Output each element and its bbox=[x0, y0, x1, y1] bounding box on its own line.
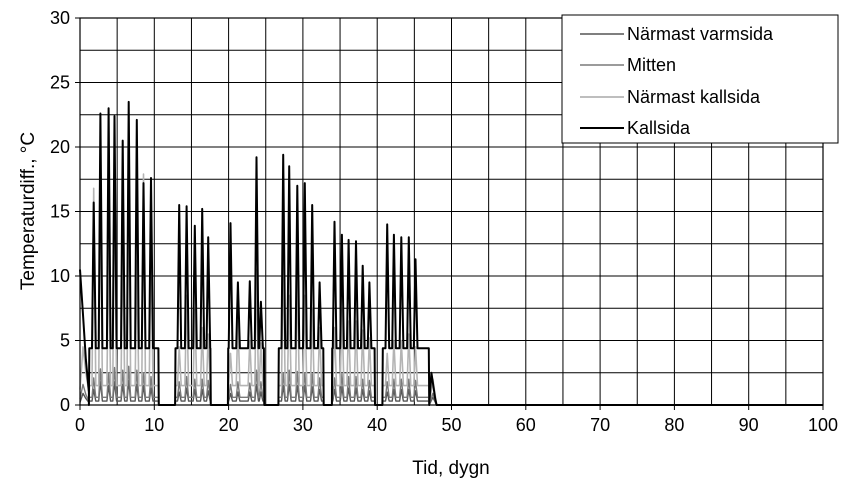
x-tick-label: 50 bbox=[441, 415, 461, 435]
y-tick-label: 30 bbox=[50, 8, 70, 28]
legend-label-mitten: Mitten bbox=[627, 55, 676, 75]
y-tick-label: 5 bbox=[60, 331, 70, 351]
legend-label-narmast-varmsida: Närmast varmsida bbox=[627, 24, 774, 44]
x-tick-label: 70 bbox=[590, 415, 610, 435]
y-tick-label: 10 bbox=[50, 266, 70, 286]
y-tick-label: 0 bbox=[60, 395, 70, 415]
x-axis-ticks: 0 10 20 30 40 50 60 70 80 90 100 bbox=[75, 405, 838, 435]
legend-label-kallsida: Kallsida bbox=[627, 118, 691, 138]
y-axis-title: Temperaturdiff., °C bbox=[18, 132, 39, 290]
x-tick-label: 40 bbox=[367, 415, 387, 435]
x-tick-label: 80 bbox=[664, 415, 684, 435]
x-tick-label: 60 bbox=[516, 415, 536, 435]
x-tick-label: 100 bbox=[808, 415, 838, 435]
y-axis-ticks: 0 5 10 15 20 25 30 bbox=[50, 8, 80, 415]
x-tick-label: 10 bbox=[144, 415, 164, 435]
x-axis-title: Tid, dygn bbox=[412, 458, 489, 479]
x-tick-label: 30 bbox=[293, 415, 313, 435]
y-tick-label: 25 bbox=[50, 73, 70, 93]
y-tick-label: 20 bbox=[50, 137, 70, 157]
x-tick-label: 90 bbox=[739, 415, 759, 435]
legend-label-narmast-kallsida: Närmast kallsida bbox=[627, 87, 761, 107]
legend: Närmast varmsida Mitten Närmast kallsida… bbox=[561, 14, 839, 144]
x-tick-label: 0 bbox=[75, 415, 85, 435]
y-tick-label: 15 bbox=[50, 202, 70, 222]
legend-box bbox=[561, 14, 839, 144]
x-tick-label: 20 bbox=[219, 415, 239, 435]
